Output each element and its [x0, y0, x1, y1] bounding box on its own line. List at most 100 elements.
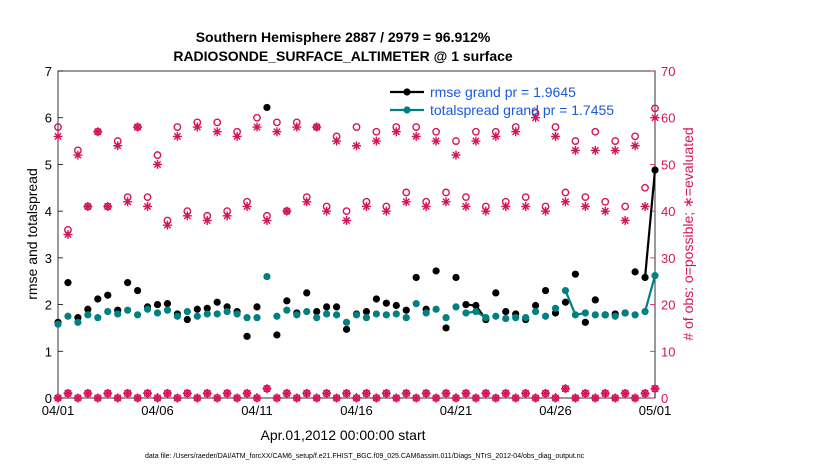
obs-evaluated-marker — [551, 131, 560, 141]
spread-series-line — [643, 275, 657, 312]
obs-evaluated-small-marker — [560, 384, 570, 394]
x-tick-label: 05/01 — [639, 403, 672, 418]
totalspread-point — [641, 307, 649, 316]
obs-evaluated-marker — [361, 201, 371, 211]
obs-evaluated-small-marker — [162, 388, 172, 398]
obs-evaluated-marker — [153, 159, 162, 169]
obs-evaluated-small-marker — [361, 388, 371, 398]
totalspread-point — [333, 311, 341, 319]
totalspread-point — [124, 306, 132, 314]
totalspread-point — [422, 309, 430, 317]
totalspread-point — [372, 310, 380, 318]
totalspread-point — [183, 307, 191, 316]
totalspread-point — [313, 314, 321, 322]
rmse-point — [492, 289, 500, 297]
obs-evaluated-marker — [511, 127, 521, 137]
rmse-point — [392, 301, 400, 310]
totalspread-point — [134, 311, 142, 319]
obs-evaluated-marker — [570, 145, 580, 155]
rmse-point — [502, 307, 510, 316]
obs-possible-marker — [452, 137, 460, 145]
obs-evaluated-marker — [232, 131, 242, 141]
totalspread-point — [402, 314, 410, 322]
axes-box — [57, 70, 656, 399]
obs-evaluated-marker — [441, 197, 451, 207]
rmse-point — [203, 304, 211, 312]
totalspread-point — [532, 307, 540, 316]
obs-evaluated-marker — [242, 201, 252, 211]
obs-evaluated-marker — [83, 201, 93, 211]
rmse-point — [253, 303, 261, 311]
obs-possible-marker — [611, 137, 620, 145]
rmse-point — [402, 306, 410, 314]
rmse-point — [382, 299, 390, 307]
rmse-point — [193, 305, 201, 313]
data-file-footer: data file: /Users/raeder/DAI/ATM_forcXX/… — [145, 453, 585, 460]
y-tick-label: 5 — [45, 157, 52, 172]
obs-evaluated-small-marker — [83, 388, 93, 398]
obs-possible-marker — [471, 127, 480, 136]
obs-evaluated-marker — [401, 197, 411, 207]
obs-possible-marker — [551, 123, 560, 131]
y-tick-label: 7 — [45, 64, 52, 79]
chart-subtitle: RADIOSONDE_SURFACE_ALTIMETER @ 1 surface — [173, 48, 513, 64]
rmse-point — [462, 300, 470, 309]
totalspread-point — [522, 314, 530, 322]
rmse-point — [163, 300, 172, 308]
rmse-point — [273, 331, 281, 339]
rmse-point — [124, 279, 132, 287]
rmse-point — [631, 268, 639, 276]
obs-evaluated-marker — [282, 206, 292, 216]
obs-possible-marker — [352, 123, 361, 131]
obs-evaluated-small-marker — [252, 393, 262, 403]
obs-evaluated-marker — [650, 113, 660, 123]
obs-evaluated-marker — [421, 201, 431, 211]
rmse-series-line — [643, 169, 657, 278]
obs-evaluated-marker — [342, 215, 352, 225]
obs-possible-marker — [521, 193, 530, 202]
chart-title: Southern Hemisphere 2887 / 2979 = 96.912… — [196, 29, 491, 45]
totalspread-point — [84, 311, 92, 319]
obs-evaluated-small-marker — [501, 388, 511, 398]
y-right-tick-label: 50 — [661, 157, 675, 172]
obs-evaluated-marker — [103, 201, 113, 211]
totalspread-point — [651, 272, 659, 280]
obs-possible-marker — [621, 202, 630, 211]
rmse-point — [213, 298, 221, 306]
obs-possible-marker — [631, 132, 639, 141]
obs-evaluated-small-marker — [63, 388, 73, 398]
legend-label: totalspread grand pr = 1.7455 — [430, 102, 614, 118]
obs-evaluated-marker — [192, 122, 202, 132]
totalspread-point — [541, 312, 550, 320]
totalspread-point — [263, 272, 271, 281]
x-tick-label: 04/06 — [141, 403, 174, 418]
totalspread-point — [253, 314, 261, 322]
obs-evaluated-small-marker — [401, 388, 411, 398]
y-tick-label: 3 — [45, 251, 52, 266]
obs-evaluated-small-marker — [123, 388, 133, 398]
obs-evaluated-marker — [162, 220, 172, 230]
legend-marker — [403, 88, 411, 96]
totalspread-point — [412, 300, 420, 308]
obs-evaluated-small-marker — [580, 388, 590, 398]
obs-possible-marker — [432, 127, 440, 136]
rmse-point — [641, 273, 649, 282]
obs-evaluated-small-marker — [133, 393, 143, 403]
obs-evaluated-marker — [332, 136, 342, 146]
totalspread-point — [233, 310, 241, 318]
obs-evaluated-small-marker — [451, 393, 461, 403]
totalspread-point — [163, 306, 172, 314]
obs-evaluated-small-marker — [511, 393, 521, 403]
y-right-tick-label: 60 — [661, 111, 675, 126]
obs-evaluated-small-marker — [302, 388, 312, 398]
obs-evaluated-small-marker — [272, 393, 282, 403]
rmse-point — [134, 286, 142, 295]
obs-evaluated-marker — [590, 145, 600, 155]
rmse-point — [472, 301, 480, 310]
obs-possible-marker — [253, 113, 261, 122]
obs-possible-marker — [601, 197, 610, 206]
y-right-tick-label: 0 — [661, 391, 668, 406]
y-right-tick-label: 10 — [661, 344, 675, 359]
obs-evaluated-small-marker — [262, 384, 272, 394]
totalspread-point — [462, 309, 470, 317]
